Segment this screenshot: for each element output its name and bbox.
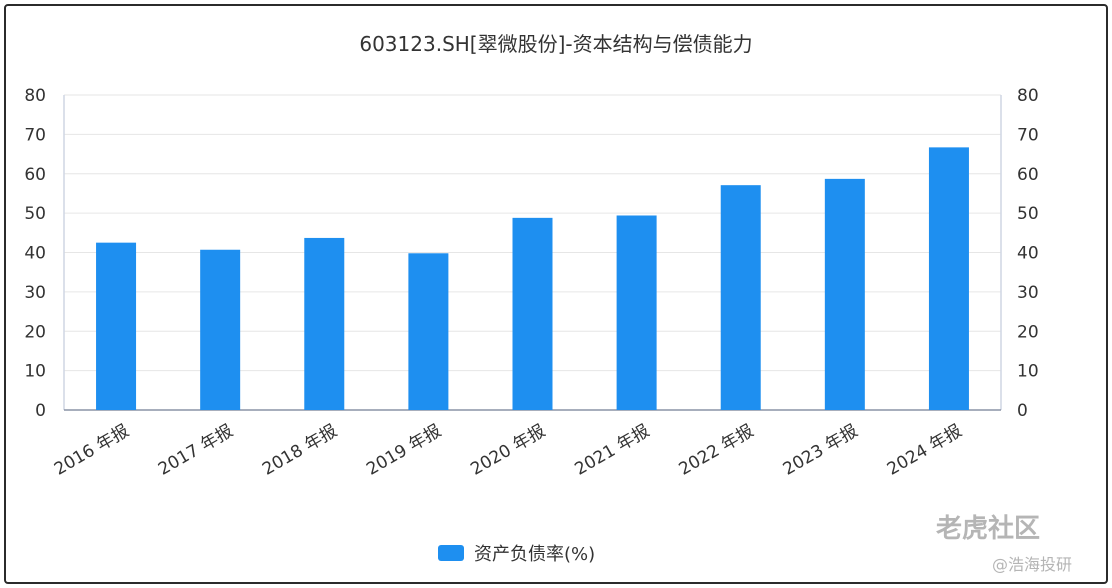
y-tick-label-right: 40 <box>1017 244 1039 264</box>
y-tick-label-right: 10 <box>1017 362 1039 382</box>
bar <box>512 217 553 410</box>
y-tick-label-right: 60 <box>1017 165 1039 185</box>
y-tick-label-left: 30 <box>24 283 46 303</box>
y-tick-label-left: 50 <box>24 204 46 224</box>
y-tick-label-left: 0 <box>35 401 46 421</box>
legend-label: 资产负债率(%) <box>474 544 596 565</box>
y-tick-label-left: 10 <box>24 362 46 382</box>
y-tick-label-right: 70 <box>1017 125 1039 145</box>
x-tick-label: 2023 年报 <box>780 421 862 480</box>
bar <box>96 242 137 410</box>
y-tick-label-left: 20 <box>24 322 46 342</box>
bar-chart: 0 0 10 10 20 20 30 30 40 40 50 50 60 60 70 70 80 80 2016 年… <box>24 86 1039 480</box>
y-tick-label-right: 50 <box>1017 204 1039 224</box>
watermark-author: @浩海投研 <box>992 555 1073 574</box>
x-tick-label: 2019 年报 <box>363 421 445 480</box>
bar <box>408 253 449 410</box>
bar <box>304 237 345 410</box>
y-tick-label-right: 80 <box>1017 86 1039 106</box>
y-tick-label-left: 60 <box>24 165 46 185</box>
legend-swatch <box>438 545 464 561</box>
x-tick-label: 2020 年报 <box>467 421 549 480</box>
y-tick-label-left: 40 <box>24 244 46 264</box>
bar <box>200 249 241 410</box>
y-tick-label-left: 80 <box>24 86 46 106</box>
bar <box>928 147 969 410</box>
x-tick-label: 2018 年报 <box>259 421 341 480</box>
y-tick-label-left: 70 <box>24 125 46 145</box>
y-tick-label-right: 0 <box>1017 401 1028 421</box>
bar <box>616 215 657 410</box>
legend[interactable]: 资产负债率(%) <box>438 540 595 566</box>
x-tick-label: 2017 年报 <box>155 421 237 480</box>
watermark-logo-text: 老虎社区 <box>936 514 1041 544</box>
y-tick-label-right: 20 <box>1017 322 1039 342</box>
x-tick-label: 2021 年报 <box>572 421 654 480</box>
x-tick-label: 2024 年报 <box>884 421 966 480</box>
bar <box>824 178 865 410</box>
chart-title: 603123.SH[翠微股份]-资本结构与偿债能力 <box>359 32 753 56</box>
bar <box>720 185 761 410</box>
x-tick-label: 2016 年报 <box>51 421 133 480</box>
y-tick-label-right: 30 <box>1017 283 1039 303</box>
chart-frame <box>4 4 1108 584</box>
x-tick-label: 2022 年报 <box>676 421 758 480</box>
